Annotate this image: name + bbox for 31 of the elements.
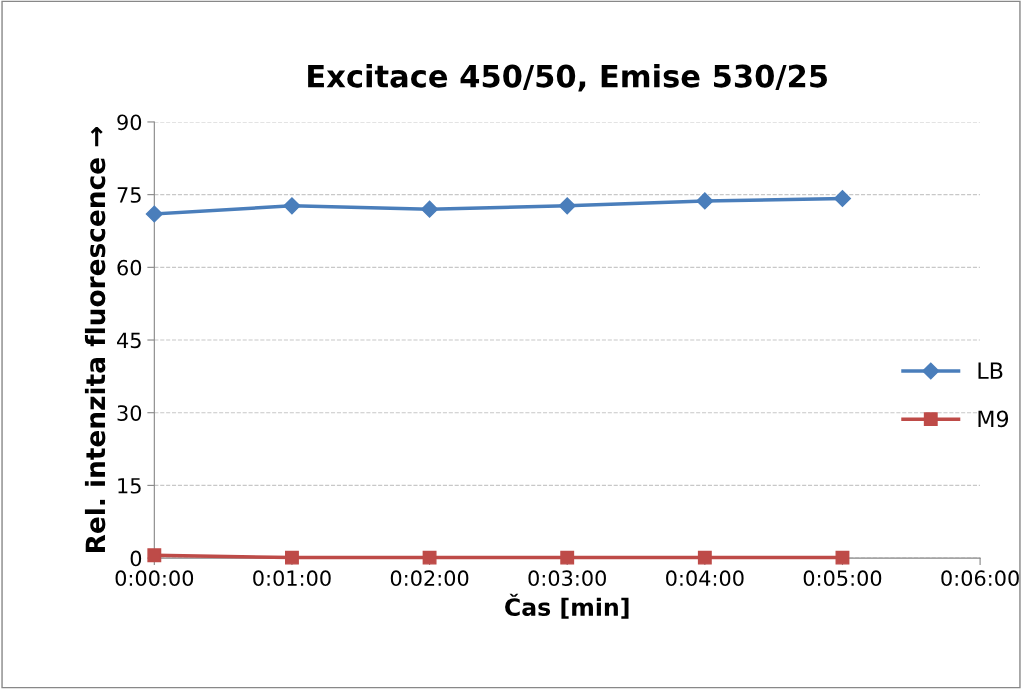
y-tick-label: 60 (117, 259, 142, 276)
x-tick-label: 0:04:00 (666, 570, 744, 587)
y-tick-label: 90 (117, 114, 142, 131)
x-tick-label: 0:03:00 (528, 570, 606, 587)
point (283, 197, 301, 215)
x-axis-title: Čas [min] (505, 593, 629, 619)
y-tick-label: 45 (117, 332, 141, 349)
point (833, 189, 852, 208)
x-tick-label: 0:01:00 (253, 570, 331, 587)
point (422, 550, 437, 565)
point (558, 197, 576, 215)
point (421, 200, 439, 218)
point (145, 205, 163, 223)
point (560, 550, 575, 565)
y-axis-title: Rel. intenzita fluorescence → (84, 126, 106, 553)
y-tick-label: 15 (118, 478, 141, 494)
x-tick-label: 0:06:00 (941, 570, 1019, 587)
point (147, 548, 162, 563)
chart-title: Excitace 450/50, Emise 530/25 (308, 64, 827, 92)
point (696, 192, 714, 210)
y-tick-label: 0 (130, 550, 142, 567)
x-tick-label: 0:00:00 (115, 570, 194, 587)
point (697, 550, 712, 565)
legend-label: LB (978, 362, 1003, 379)
y-tick-label: 30 (117, 405, 142, 421)
legend-label: M9 (978, 410, 1009, 428)
x-tick-label: 0:02:00 (390, 570, 469, 587)
point (285, 550, 299, 565)
x-tick-label: 0:05:00 (803, 570, 882, 587)
point (835, 550, 850, 565)
y-tick-label: 75 (117, 187, 141, 203)
